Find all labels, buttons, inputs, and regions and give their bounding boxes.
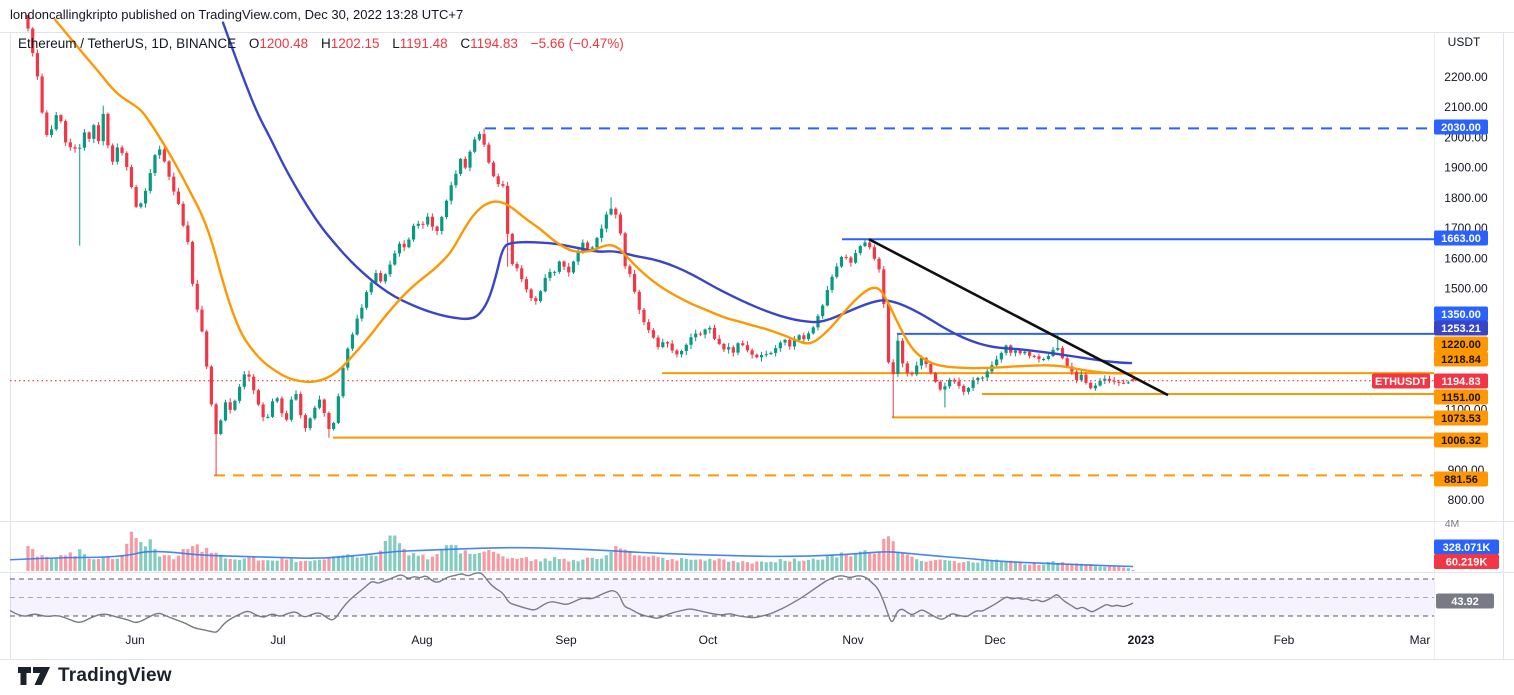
rsi-pane (10, 578, 1434, 617)
axis-label-1151.00-text: 1151.00 (1441, 392, 1480, 404)
volume-axis-tick: 4M (1445, 518, 1460, 530)
ma-blue-line (221, 21, 1133, 365)
legend-low-label: L (392, 36, 400, 51)
axis-label-1220.00-text: 1220.00 (1441, 339, 1481, 351)
rsi-line (9, 572, 1134, 633)
axis-label-881.56-box (1434, 471, 1488, 487)
time-label-Oct: Oct (699, 633, 718, 647)
legend-high-value: 1202.15 (330, 36, 380, 51)
time-label-Mar: Mar (1410, 633, 1431, 647)
descending-trendline (868, 238, 1169, 397)
legend-instrument: Ethereum / TetherUS, 1D, BINANCE (18, 36, 237, 51)
time-label-2023: 2023 (1128, 633, 1155, 647)
time-axis[interactable] (10, 629, 1434, 659)
volume-layer (26, 531, 1135, 571)
symbol-tag-text: ETHUSDT (1375, 376, 1427, 388)
axis-label-1350.00-text: 1350.00 (1441, 309, 1481, 321)
price-tick-800.00: 800.00 (1448, 493, 1485, 507)
last-price-label-text: 1194.83 (1441, 376, 1480, 388)
time-label-Aug: Aug (411, 633, 432, 647)
price-tick-1600.00: 1600.00 (1444, 251, 1488, 265)
axis-label-1151.00-box (1434, 389, 1488, 405)
volume-ma-label-box (1434, 539, 1499, 555)
axis-label-881.56-text: 881.56 (1444, 474, 1478, 486)
time-label-Feb: Feb (1274, 633, 1295, 647)
legend-high-label: H (320, 36, 331, 51)
axis-label-1663.00-box (1434, 230, 1488, 246)
time-label-Nov: Nov (842, 633, 863, 647)
axis-label-1006.32-box (1434, 432, 1488, 448)
time-label-Dec: Dec (984, 633, 1005, 647)
legend-close-value: 1194.83 (470, 36, 518, 51)
candles-layer (26, 14, 1135, 476)
legend-low-value: 1191.48 (399, 36, 448, 51)
attribution-text: londoncallingkripto published on Trading… (10, 7, 464, 22)
volume-last-label-box (1434, 554, 1499, 569)
axis-label-1220.00-box (1434, 336, 1488, 352)
ma-value-label-1253.21-text: 1253.21 (1441, 323, 1481, 335)
chart-legend: Ethereum / TetherUS, 1D, BINANCE O1200.4… (18, 36, 624, 51)
time-axis-labels: Jun Jul Aug Sep Oct Nov Dec 2023 Feb Mar (125, 633, 1430, 647)
axis-label-1350.00-box (1434, 306, 1488, 322)
volume-ma-line (9, 546, 1134, 568)
legend-change: −5.66 (−0.47%) (530, 36, 624, 51)
tradingview-footer-link[interactable]: TradingView (17, 665, 172, 687)
time-label-Jun: Jun (125, 633, 144, 647)
volume-ma-label-text: 328.071K (1443, 542, 1491, 554)
price-axis-labels: USDT2200.002100.002000.001900.001800.001… (1372, 35, 1499, 609)
legend-open-label: O (248, 36, 260, 51)
ma-value-label-1253.21-box (1434, 320, 1488, 336)
ma-value-label-1218.84-box (1434, 351, 1488, 367)
ma-orange-line (53, 18, 1135, 384)
tradingview-brand-text: TradingView (58, 665, 172, 686)
axis-label-1006.32-text: 1006.32 (1441, 435, 1481, 447)
rsi-value-label-text: 43.92 (1451, 596, 1479, 608)
rsi-value-label-box (1436, 593, 1494, 609)
axis-label-1663.00-text: 1663.00 (1441, 233, 1481, 245)
price-tick-1900.00: 1900.00 (1444, 161, 1488, 175)
chart-pane[interactable] (10, 33, 1434, 628)
axis-label-2030.00-text: 2030.00 (1441, 122, 1481, 134)
price-tick-1500.00: 1500.00 (1444, 281, 1488, 295)
symbol-tag-box (1372, 373, 1430, 389)
volume-last-label-text: 60.219K (1446, 557, 1488, 569)
tradingview-logo-icon (18, 667, 50, 685)
last-price-label-box (1434, 373, 1488, 389)
axis-label-1073.53-box (1434, 410, 1488, 426)
price-tick-1800.00: 1800.00 (1444, 191, 1488, 205)
time-label-Jul: Jul (270, 633, 285, 647)
axis-label-1073.53-text: 1073.53 (1441, 413, 1481, 425)
pane-borders (0, 32, 1514, 660)
legend-open-value: 1200.48 (259, 36, 309, 51)
price-axis-unit: USDT (1448, 35, 1481, 49)
price-tick-2200.00: 2200.00 (1444, 70, 1488, 84)
legend-close-label: C (460, 36, 471, 51)
price-levels (214, 127, 1434, 477)
price-axis[interactable] (1434, 33, 1514, 659)
price-tick-2100.00: 2100.00 (1444, 100, 1488, 114)
time-label-Sep: Sep (555, 633, 577, 647)
ma-value-label-1218.84-text: 1218.84 (1441, 354, 1482, 366)
axis-label-2030.00-box (1434, 119, 1488, 135)
